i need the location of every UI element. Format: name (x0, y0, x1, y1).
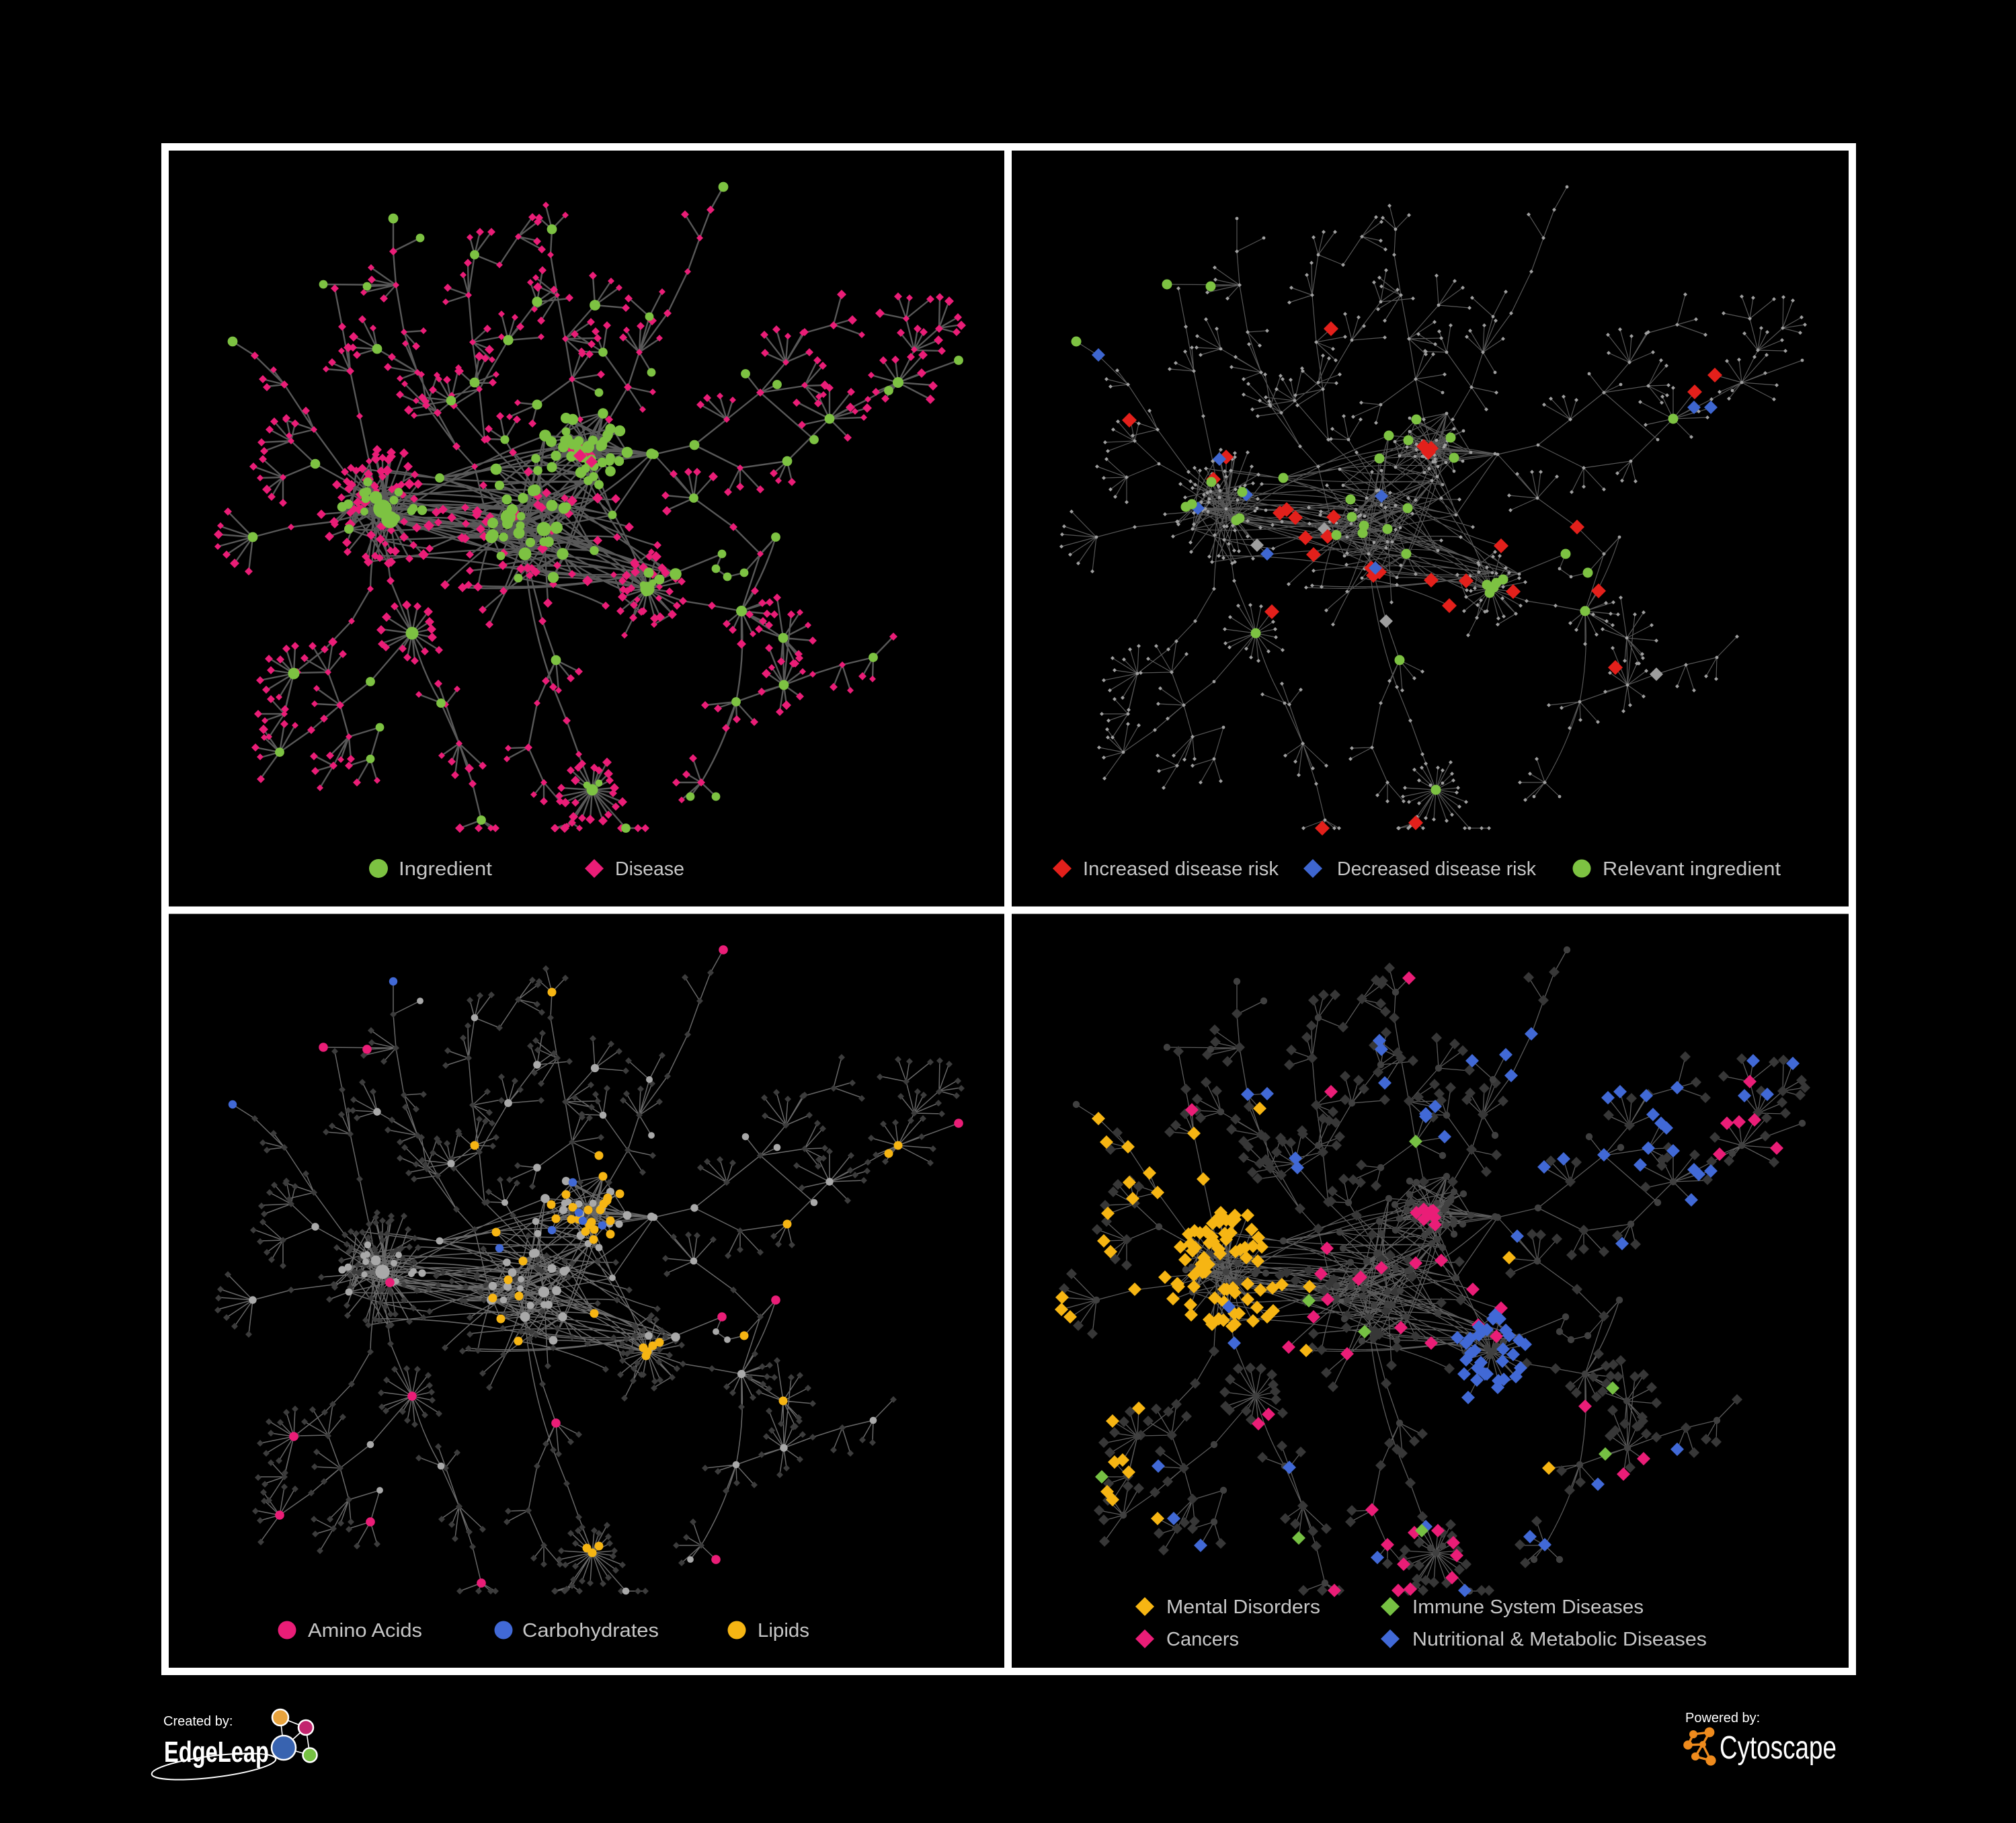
svg-text:Mental Disorders: Mental Disorders (1166, 1596, 1320, 1618)
svg-text:Ingredient: Ingredient (399, 858, 492, 880)
svg-text:Carbohydrates: Carbohydrates (522, 1620, 659, 1642)
svg-text:Relevant ingredient: Relevant ingredient (1603, 858, 1781, 880)
svg-text:Cytoscape: Cytoscape (1720, 1730, 1837, 1766)
svg-text:Increased disease risk: Increased disease risk (1083, 858, 1279, 880)
svg-text:Nutritional & Metabolic Diseas: Nutritional & Metabolic Diseases (1412, 1629, 1707, 1650)
svg-text:Lipids: Lipids (758, 1620, 809, 1642)
svg-text:EdgeLeap: EdgeLeap (164, 1736, 269, 1769)
svg-text:Immune System Diseases: Immune System Diseases (1412, 1596, 1644, 1618)
svg-text:Decreased disease risk: Decreased disease risk (1337, 858, 1536, 880)
svg-text:Cancers: Cancers (1166, 1629, 1239, 1650)
svg-text:Powered by:: Powered by: (1685, 1711, 1760, 1726)
svg-text:Created by:: Created by: (163, 1714, 233, 1729)
svg-text:Amino Acids: Amino Acids (308, 1620, 422, 1642)
svg-text:Disease: Disease (615, 858, 684, 880)
